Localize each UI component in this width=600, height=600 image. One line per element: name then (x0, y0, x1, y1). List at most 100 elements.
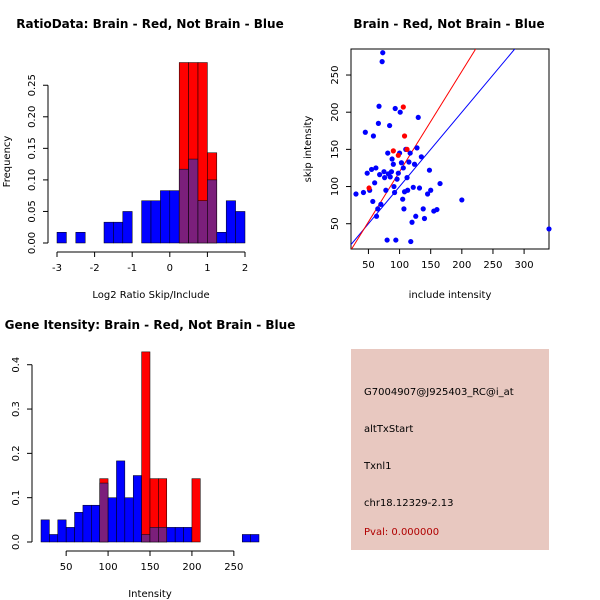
scatter-point-not-brain (360, 189, 367, 196)
ratio-hist-bar (113, 221, 124, 244)
scatter-point-not-brain (382, 175, 388, 181)
scatter-point-not-brain (395, 170, 401, 176)
scatter-point-not-brain (437, 180, 443, 187)
ratio-hist-y-tick-label: 0.00 (27, 232, 38, 254)
gene-hist-bar (91, 504, 100, 543)
gene-hist-bar (40, 519, 50, 543)
gene-hist-bar (141, 351, 151, 543)
probe-id: G7004907@J925403_RC@i_at (364, 387, 514, 398)
scatter-point-not-brain (413, 213, 419, 219)
gene-hist-y-tick-label: 0.2 (11, 445, 22, 461)
scatter-ylabel: skip intensity (303, 116, 314, 183)
scatter-point-not-brain (370, 198, 376, 205)
gene-hist-x-tick-label: 250 (224, 562, 243, 573)
scatter-point-not-brain (400, 165, 406, 171)
ratio-hist-x-tick-label: 2 (242, 263, 248, 274)
ratio-hist-y-tick-label: 0.15 (27, 137, 38, 159)
gene-hist-x-tick-label: 200 (182, 562, 201, 573)
ratio-hist-bar (150, 200, 161, 244)
gene-hist-y-tick-label: 0.4 (11, 357, 22, 373)
gene-hist-bar (65, 527, 75, 543)
scatter-point-not-brain (421, 215, 428, 222)
ratio-hist-overlap-bar (188, 158, 199, 244)
scatter-point-not-brain (416, 185, 423, 191)
scatter-point-not-brain (418, 154, 424, 160)
scatter-point-not-brain (389, 156, 395, 162)
scatter-point-not-brain (407, 150, 413, 156)
scatter-point-not-brain (387, 174, 393, 180)
scatter-point-brain (395, 152, 401, 158)
scatter-point-not-brain (388, 169, 395, 175)
gene-hist-bar (250, 534, 260, 543)
scatter-point-brain (401, 133, 408, 139)
scatter-y-tick-label: 150 (330, 140, 341, 159)
scatter-point-not-brain (370, 133, 377, 139)
gene-hist-x-tick-label: 50 (60, 562, 73, 573)
scatter-x-tick-label: 50 (362, 260, 375, 271)
ratio-hist-bar (141, 200, 152, 244)
gene-hist-bar (107, 497, 117, 543)
scatter-point-brain (390, 148, 396, 154)
ratio-hist-overlap-bar (178, 168, 189, 244)
genomic-location: chr18.12329-2.13 (364, 498, 454, 509)
scatter-frame (350, 48, 550, 250)
scatter-x-tick-label: 250 (483, 260, 502, 271)
gene-hist-title: Gene Itensity: Brain - Red, Not Brain - … (5, 318, 296, 332)
gene-hist-y-tick-label: 0.0 (11, 534, 22, 550)
scatter-point-not-brain (408, 238, 414, 245)
scatter-point-not-brain (385, 150, 391, 156)
ratio-hist-x-tick-label: 0 (167, 263, 173, 274)
event-type: altTxStart (364, 424, 414, 435)
ratio-hist-bar (169, 190, 180, 244)
gene-hist-overlap-bar (158, 527, 168, 543)
gene-hist-x-tick-label: 150 (140, 562, 159, 573)
scatter-point-not-brain (393, 237, 399, 243)
scatter-point-not-brain (392, 105, 398, 112)
ratio-hist-bar (235, 211, 246, 244)
scatter-point-not-brain (459, 197, 465, 203)
scatter-point-not-brain (394, 176, 400, 182)
ratio-hist-title: RatioData: Brain - Red, Not Brain - Blue (16, 17, 283, 31)
scatter-point-not-brain (400, 196, 406, 202)
scatter-point-not-brain (364, 170, 370, 176)
ratio-hist-bar (216, 232, 227, 244)
scatter-point-not-brain (391, 183, 397, 190)
ratio-hist-bar (103, 221, 114, 244)
scatter-point-not-brain (378, 201, 384, 207)
scatter-point-brain (400, 104, 406, 110)
ratio-hist-x-tick-label: -3 (52, 263, 62, 274)
scatter-xlabel: include intensity (409, 290, 492, 301)
scatter-point-not-brain (415, 114, 421, 121)
gene-hist-bar (57, 519, 67, 543)
scatter-point-not-brain (379, 59, 385, 65)
ratio-hist-bar (56, 232, 67, 244)
ratio-hist-bar (225, 200, 236, 244)
scatter-point-not-brain (414, 145, 420, 151)
scatter-y-tick-label: 200 (330, 103, 341, 122)
ratio-hist-overlap-bar (207, 179, 218, 244)
scatter-point-not-brain (391, 189, 398, 196)
ratio-hist-bar (160, 190, 171, 244)
ratio-hist-y-tick-label: 0.20 (27, 106, 38, 128)
scatter-point-not-brain (368, 166, 375, 173)
gene-hist-bar (116, 460, 126, 543)
scatter-point-not-brain (372, 180, 378, 186)
ratio-hist-xlabel: Log2 Ratio Skip/Include (92, 290, 209, 301)
gene-hist-y-tick-label: 0.1 (11, 490, 22, 506)
ratio-hist-ylabel: Frequency (2, 136, 13, 188)
gene-hist-bar (174, 527, 184, 543)
scatter-point-not-brain (375, 206, 381, 212)
ratio-hist-y-tick-label: 0.25 (27, 74, 38, 96)
gene-hist-xlabel: Intensity (128, 589, 172, 600)
ratio-hist-overlap-bar (197, 200, 208, 244)
scatter-point-not-brain (409, 219, 415, 225)
scatter-point-not-brain (398, 160, 405, 166)
scatter-point-not-brain (381, 169, 387, 175)
scatter-y-tick-label: 250 (330, 65, 341, 84)
scatter-x-tick-label: 200 (452, 260, 471, 271)
ratio-hist-y-tick-label: 0.05 (27, 200, 38, 222)
gene-hist-overlap-bar (99, 482, 109, 543)
scatter-y-tick-label: 100 (330, 177, 341, 196)
scatter-point-brain (366, 185, 372, 191)
